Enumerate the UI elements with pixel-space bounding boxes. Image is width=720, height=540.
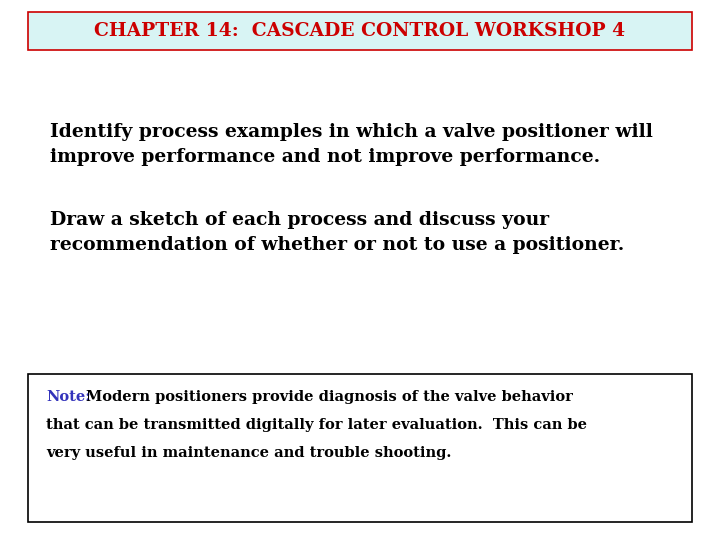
Text: Identify process examples in which a valve positioner will: Identify process examples in which a val… [50,123,653,141]
Text: Modern positioners provide diagnosis of the valve behavior: Modern positioners provide diagnosis of … [86,390,573,404]
Text: improve performance and not improve performance.: improve performance and not improve perf… [50,148,600,166]
Text: recommendation of whether or not to use a positioner.: recommendation of whether or not to use … [50,236,624,254]
Text: Note:: Note: [46,390,91,404]
Text: CHAPTER 14:  CASCADE CONTROL WORKSHOP 4: CHAPTER 14: CASCADE CONTROL WORKSHOP 4 [94,22,626,40]
Text: Draw a sketch of each process and discuss your: Draw a sketch of each process and discus… [50,211,549,229]
Text: that can be transmitted digitally for later evaluation.  This can be: that can be transmitted digitally for la… [46,418,587,432]
FancyBboxPatch shape [28,12,692,50]
Text: very useful in maintenance and trouble shooting.: very useful in maintenance and trouble s… [46,446,451,460]
FancyBboxPatch shape [28,374,692,522]
